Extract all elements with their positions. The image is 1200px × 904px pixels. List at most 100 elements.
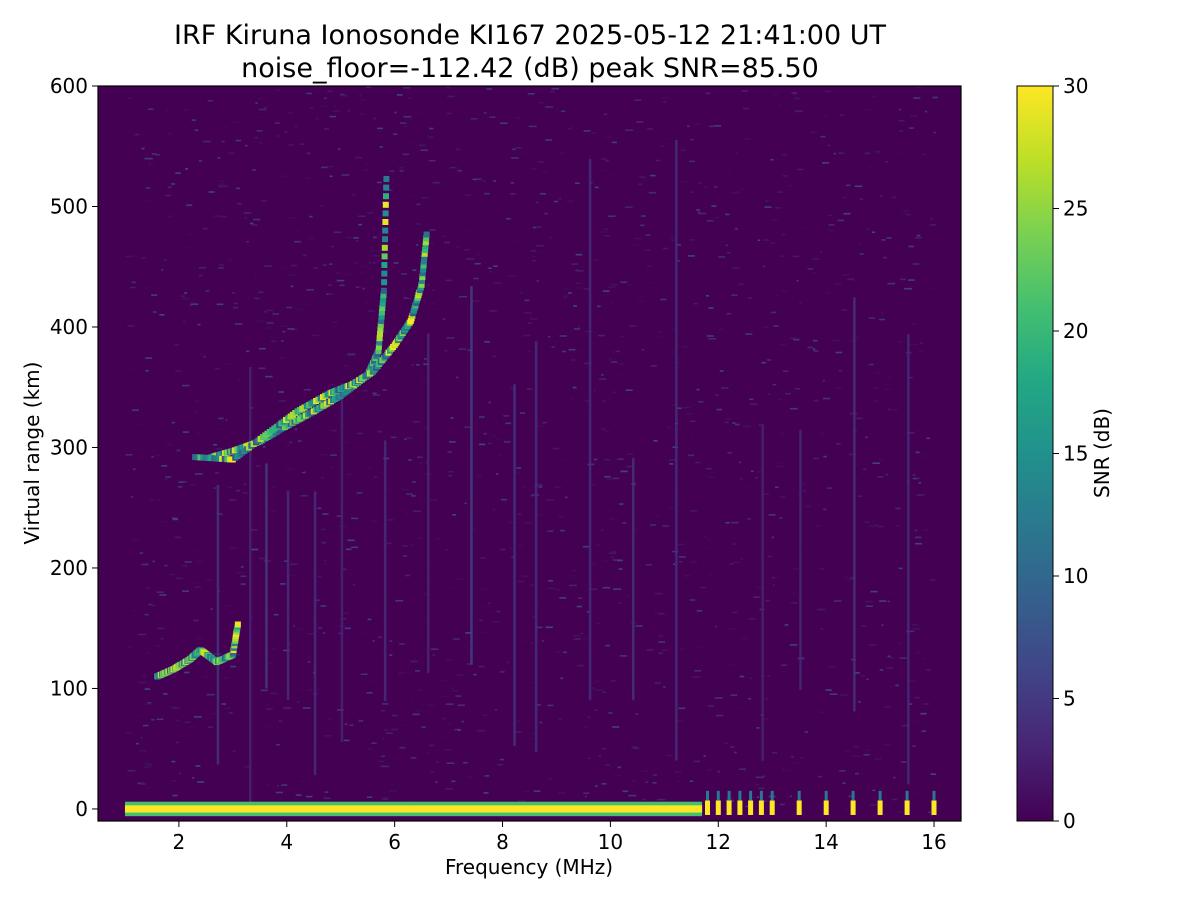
noise-speckle [445, 548, 448, 551]
noise-speckle [366, 796, 373, 798]
noise-speckle [245, 627, 251, 629]
noise-speckle [502, 276, 509, 279]
noise-speckle [813, 272, 816, 274]
layer-trace-cell [418, 281, 425, 288]
noise-speckle [484, 391, 490, 393]
noise-speckle [690, 138, 694, 141]
noise-speckle [131, 409, 139, 411]
noise-speckle [159, 594, 167, 596]
noise-speckle [218, 442, 226, 445]
noise-speckle [580, 326, 583, 329]
noise-speckle [382, 703, 389, 705]
noise-speckle [482, 714, 488, 717]
noise-speckle [476, 734, 480, 736]
noise-speckle [766, 718, 771, 721]
noise-speckle [836, 177, 841, 180]
noise-speckle [373, 254, 380, 257]
noise-speckle [490, 138, 494, 141]
noise-speckle [602, 290, 610, 292]
noise-speckle [303, 388, 311, 391]
noise-speckle [258, 367, 266, 370]
noise-speckle [703, 536, 707, 539]
noise-speckle [368, 748, 374, 750]
noise-speckle [756, 483, 765, 486]
noise-speckle [689, 103, 698, 105]
noise-speckle [661, 614, 668, 616]
layer-trace-cell [383, 193, 389, 200]
noise-speckle [472, 102, 479, 104]
noise-speckle [661, 96, 669, 99]
noise-speckle [725, 522, 730, 524]
noise-speckle [649, 136, 656, 138]
noise-speckle [842, 274, 849, 276]
noise-speckle [219, 264, 225, 266]
noise-speckle [381, 796, 390, 799]
noise-speckle [755, 183, 760, 186]
noise-speckle [602, 400, 606, 403]
noise-speckle [488, 442, 492, 445]
noise-speckle [658, 635, 663, 637]
noise-speckle [275, 119, 280, 122]
noise-speckle [328, 284, 332, 286]
noise-speckle [565, 196, 572, 199]
noise-speckle [277, 768, 282, 771]
noise-speckle [855, 772, 859, 775]
noise-speckle [477, 475, 482, 478]
noise-speckle [576, 282, 580, 285]
noise-speckle [411, 364, 415, 366]
noise-speckle [233, 121, 241, 124]
noise-speckle [381, 725, 385, 728]
noise-speckle [326, 293, 329, 295]
noise-speckle [650, 524, 657, 526]
noise-speckle [538, 101, 545, 104]
noise-speckle [209, 712, 218, 715]
noise-speckle [276, 785, 279, 787]
noise-speckle [174, 536, 181, 539]
interference-streak [427, 333, 430, 674]
noise-speckle [128, 763, 135, 765]
noise-speckle [641, 349, 645, 351]
noise-speckle [555, 569, 564, 572]
noise-speckle [612, 391, 616, 394]
layer-trace-cell [379, 300, 386, 307]
noise-speckle [256, 586, 259, 588]
noise-speckle [127, 769, 136, 772]
noise-speckle [709, 543, 714, 545]
noise-speckle [774, 207, 782, 209]
interference-streak [513, 384, 516, 746]
noise-speckle [293, 609, 298, 612]
noise-speckle [667, 160, 673, 162]
noise-speckle [931, 433, 935, 436]
noise-speckle [687, 316, 691, 319]
noise-speckle [528, 322, 532, 324]
noise-speckle [523, 334, 531, 337]
noise-speckle [687, 454, 695, 457]
layer-trace-cell [377, 326, 384, 333]
noise-speckle [603, 235, 610, 237]
noise-speckle [472, 300, 480, 302]
noise-speckle [408, 459, 412, 461]
noise-speckle [559, 313, 566, 315]
noise-speckle [334, 604, 339, 607]
noise-speckle [915, 643, 923, 646]
noise-speckle [408, 194, 416, 196]
noise-speckle [279, 533, 282, 535]
noise-speckle [825, 803, 833, 805]
noise-speckle [825, 291, 831, 294]
noise-speckle [429, 771, 435, 774]
noise-speckle [423, 593, 428, 596]
noise-speckle [134, 767, 141, 769]
noise-speckle [896, 96, 901, 98]
noise-speckle [218, 211, 226, 213]
noise-speckle [737, 180, 743, 183]
noise-speckle [789, 337, 796, 340]
noise-speckle [724, 421, 729, 424]
noise-speckle [548, 506, 555, 508]
noise-speckle [412, 481, 416, 483]
noise-speckle [666, 162, 674, 164]
noise-speckle [420, 651, 425, 653]
noise-speckle [164, 564, 168, 567]
noise-speckle [899, 715, 908, 717]
noise-speckle [870, 590, 878, 593]
noise-speckle [235, 326, 243, 328]
